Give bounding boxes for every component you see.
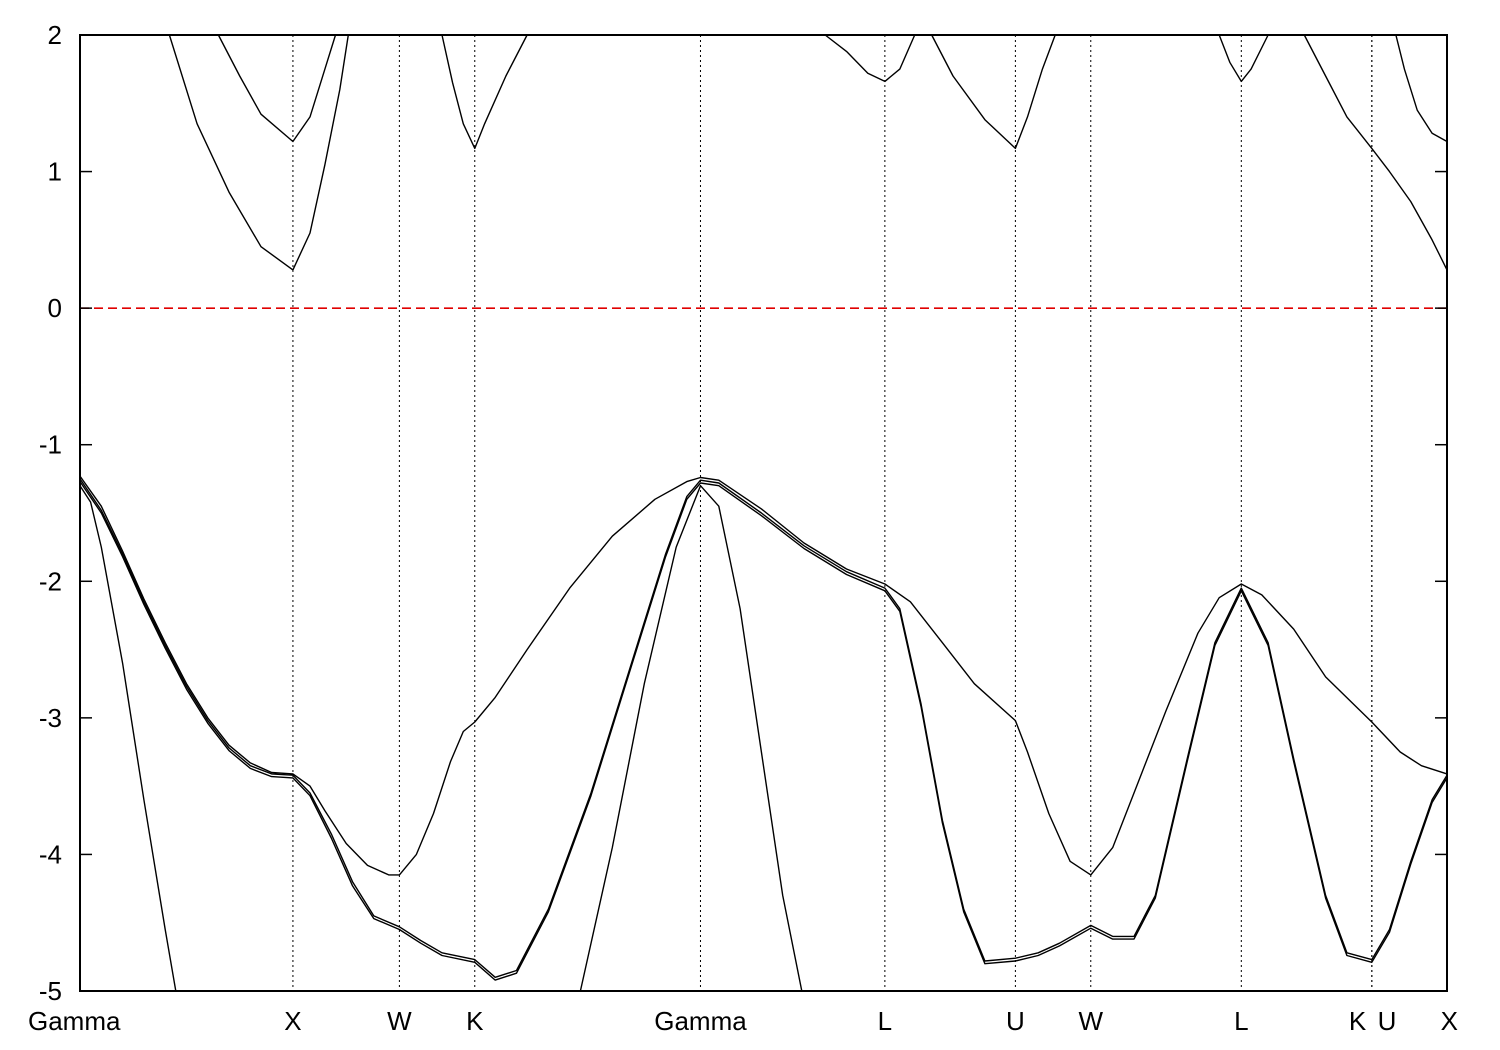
high-symmetry-lines	[292, 35, 1373, 991]
y-axis-ticks: 2 1 0 -1 -2 -3 -4 -5	[39, 20, 1447, 1006]
band-7	[441, 34, 528, 150]
band-lines	[79, 34, 1448, 992]
y-tick-label: 1	[48, 157, 62, 187]
y-tick-label: -5	[39, 976, 62, 1006]
x-tick-label: L	[1234, 1006, 1248, 1036]
x-tick-label: X	[1441, 1006, 1458, 1036]
band-10	[1218, 34, 1269, 83]
x-tick-label: Gamma	[28, 1006, 121, 1036]
x-tick-label: X	[284, 1006, 301, 1036]
band-3	[79, 485, 177, 992]
band-11	[1303, 34, 1448, 271]
x-tick-label: U	[1006, 1006, 1025, 1036]
band-12	[1395, 34, 1448, 143]
x-tick-label: L	[878, 1006, 892, 1036]
band-0	[79, 475, 1448, 876]
band-5	[168, 34, 349, 271]
x-axis-labels: Gamma X W K Gamma L U W L K U X	[28, 1006, 1458, 1036]
x-tick-label: W	[1078, 1006, 1103, 1036]
y-tick-label: 0	[48, 293, 62, 323]
y-tick-label: -1	[39, 430, 62, 460]
x-tick-label: W	[387, 1006, 412, 1036]
plot-frame	[79, 34, 1448, 992]
band-2	[79, 481, 1448, 981]
y-tick-label: -4	[39, 839, 62, 869]
x-tick-label: K	[466, 1006, 484, 1036]
band-9	[931, 34, 1056, 150]
y-tick-label: -3	[39, 703, 62, 733]
y-tick-label: 2	[48, 20, 62, 50]
plot-border	[79, 34, 1448, 992]
x-tick-label: Gamma	[654, 1006, 747, 1036]
x-tick-label: K	[1349, 1006, 1367, 1036]
band-8	[824, 34, 916, 83]
band-4	[579, 485, 803, 992]
x-tick-label: U	[1378, 1006, 1397, 1036]
band-1	[79, 478, 1448, 978]
y-tick-label: -2	[39, 566, 62, 596]
band-6	[217, 34, 337, 143]
